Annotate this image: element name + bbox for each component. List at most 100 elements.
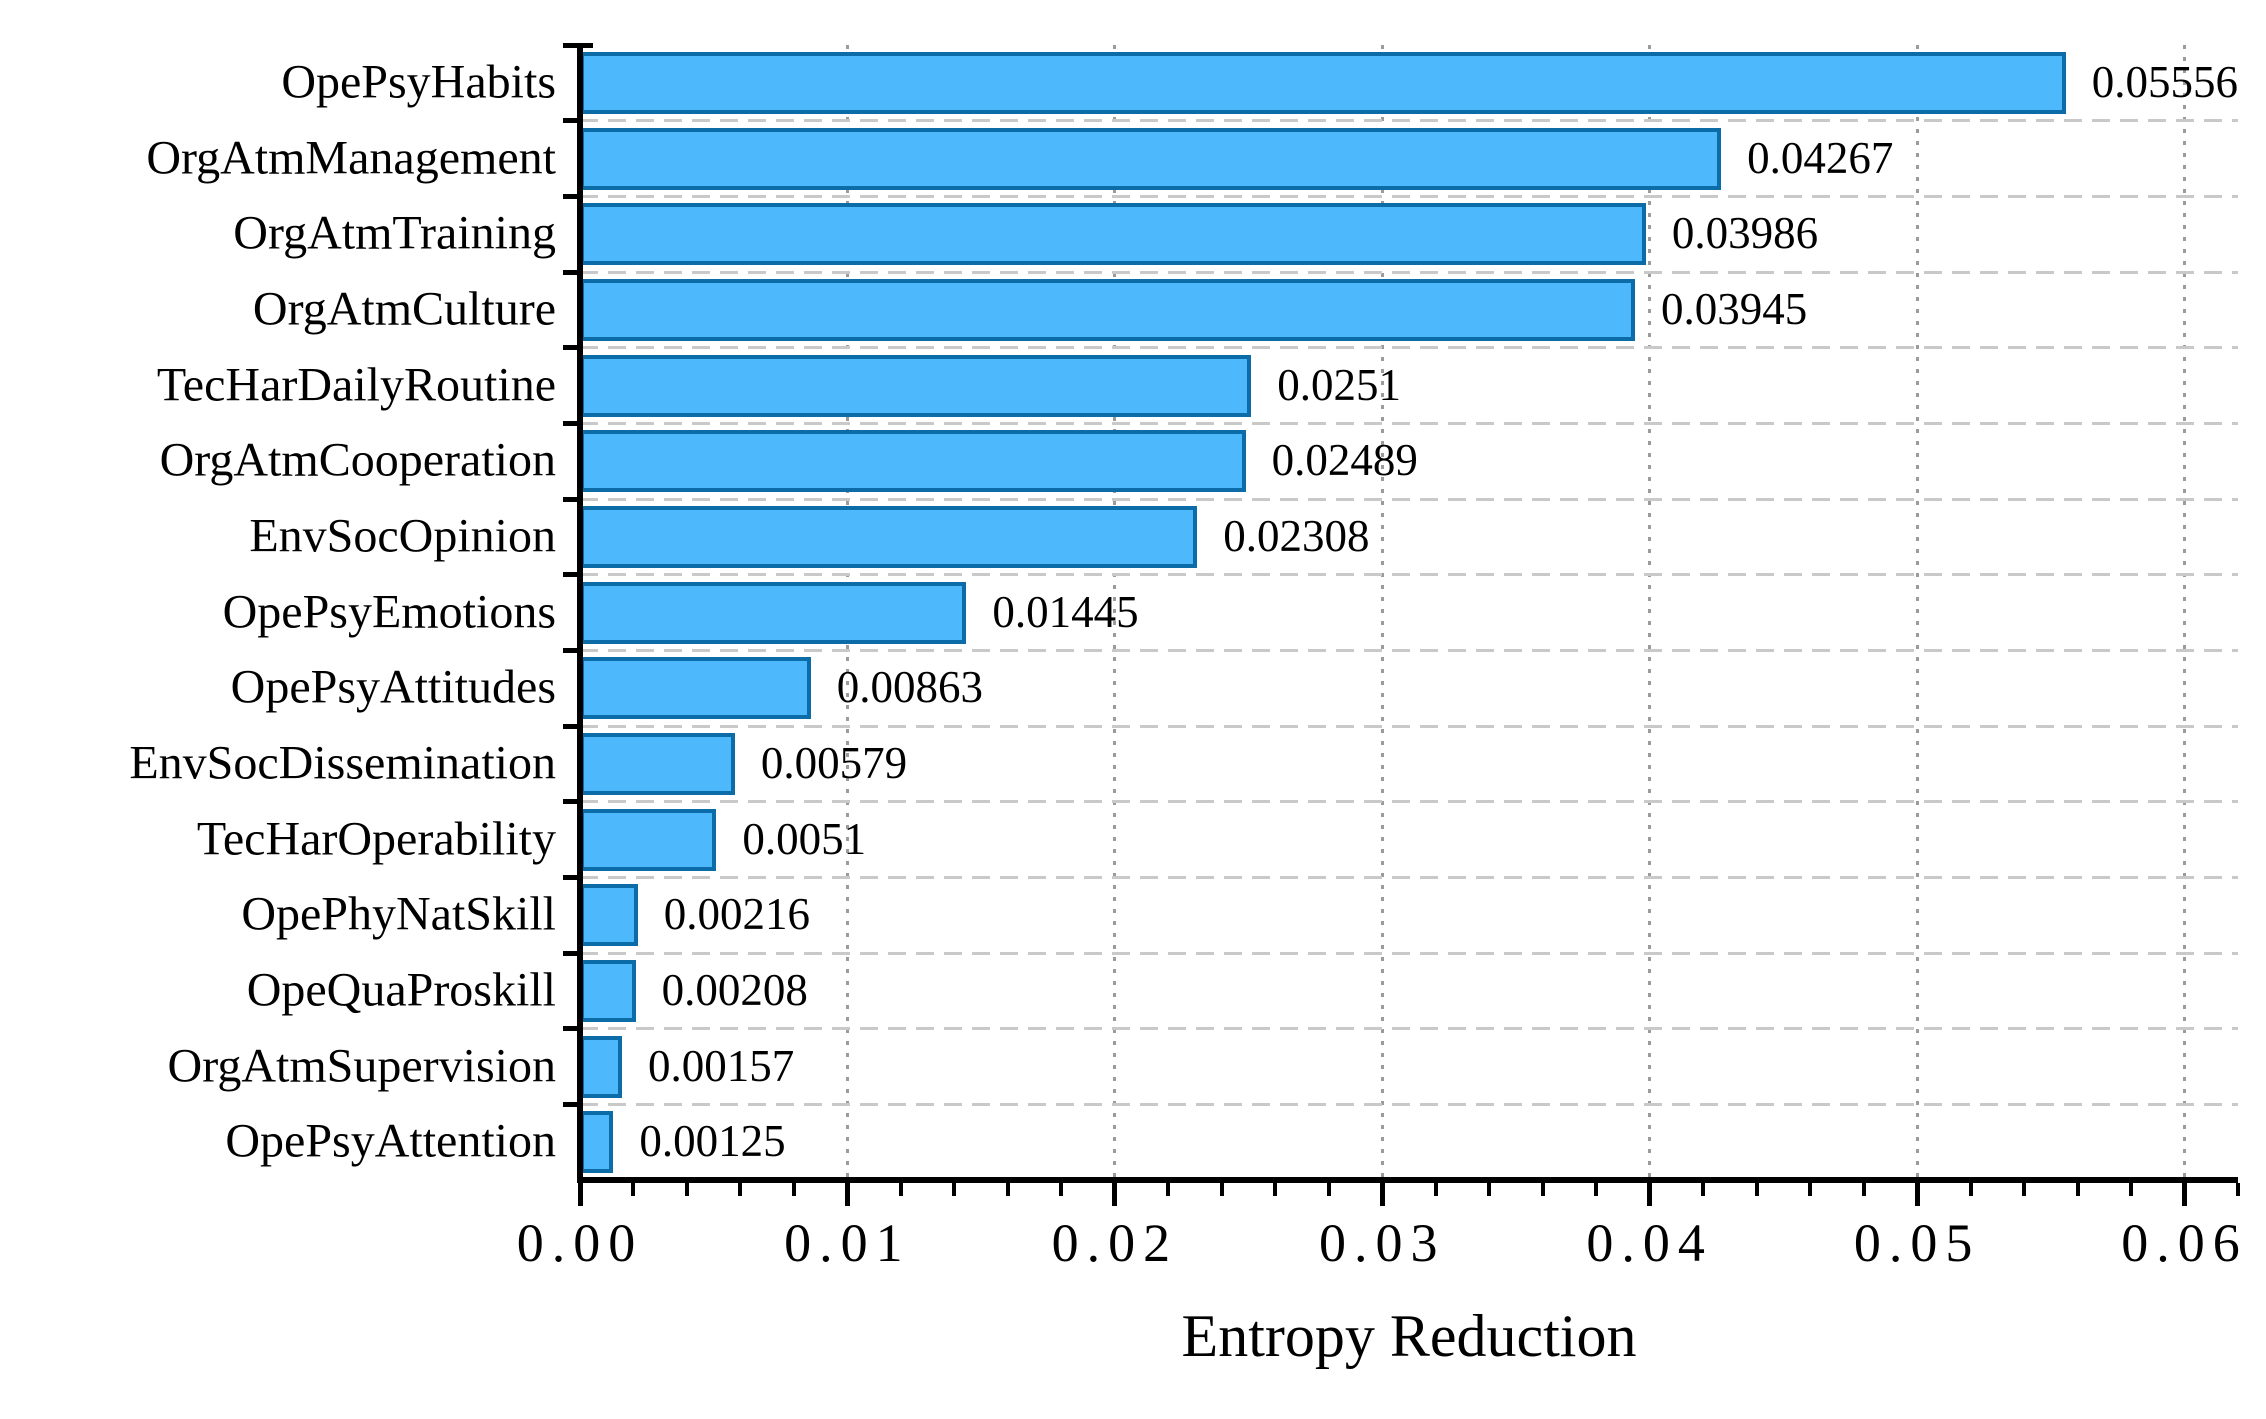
y-axis-tick [563,572,580,578]
y-axis-tick [563,420,580,426]
bar-value-label: 0.04267 [1747,132,1894,183]
x-minor-tick [1273,1183,1278,1196]
x-tick-label: 0.01 [784,1213,911,1273]
category-label: EnvSocDissemination [129,736,556,790]
x-minor-tick [1059,1183,1064,1196]
y-axis-tick [563,1026,580,1032]
x-minor-tick [2236,1183,2240,1196]
horizontal-gridline [580,1102,2238,1106]
bar [580,278,1635,341]
bar [580,1035,622,1098]
vertical-gridline [1648,45,1652,1180]
bar [580,732,735,795]
category-label: OpePsyAttention [225,1114,556,1168]
horizontal-gridline [580,648,2238,652]
x-major-tick [844,1183,850,1206]
category-label: EnvSocOpinion [249,509,556,563]
x-minor-tick [2129,1183,2134,1196]
bar [580,657,811,720]
category-label: OrgAtmCulture [252,282,556,336]
x-major-tick [577,1183,583,1206]
bar-value-label: 0.01445 [992,586,1139,637]
y-axis-tick [563,950,580,956]
y-axis-tick [563,874,580,880]
x-major-tick [1112,1183,1118,1206]
bar [580,430,1246,493]
bar [580,203,1646,266]
category-label: OpePsyAttitudes [230,660,556,714]
x-minor-tick [898,1183,903,1196]
bar [580,354,1252,417]
x-minor-tick [1701,1183,1706,1196]
x-minor-tick [791,1183,796,1196]
y-axis-line [577,43,583,1183]
x-minor-tick [1005,1183,1010,1196]
bar-value-label: 0.0051 [742,813,867,864]
bar-value-label: 0.00216 [663,889,810,940]
x-minor-tick [684,1183,689,1196]
x-major-tick [1647,1183,1653,1206]
x-axis-line [577,1177,2238,1183]
bar [580,127,1722,190]
vertical-gridline [2183,45,2187,1180]
x-minor-tick [1808,1183,1813,1196]
horizontal-gridline [580,875,2238,879]
bar-value-label: 0.02489 [1271,435,1418,486]
y-axis-tick [563,269,580,275]
horizontal-gridline [580,194,2238,198]
horizontal-gridline [580,800,2238,804]
x-minor-tick [1968,1183,1973,1196]
horizontal-gridline [580,1027,2238,1031]
bar [580,808,717,871]
bar-value-label: 0.00208 [661,964,808,1015]
bar-value-label: 0.03945 [1660,283,1808,334]
vertical-gridline [1380,45,1384,1180]
bar-value-label: 0.00157 [647,1040,795,1091]
horizontal-gridline [580,346,2238,350]
y-axis-tick [563,1101,580,1107]
x-minor-tick [1219,1183,1224,1196]
x-major-tick [2182,1183,2188,1206]
x-minor-tick [952,1183,957,1196]
bar [580,581,967,644]
x-tick-label: 0.00 [516,1213,644,1273]
horizontal-gridline [580,951,2238,955]
x-tick-label: 0.05 [1853,1213,1981,1273]
plot-area: 0.05556 0.04267 0.03986 0.03945 0.0251 0.0248… [580,45,2238,1180]
y-axis-tick [563,345,580,351]
category-label: OrgAtmCooperation [159,433,556,487]
y-axis-tick [563,799,580,805]
x-tick-label: 0.04 [1586,1213,1713,1273]
category-label: OrgAtmTraining [233,206,556,260]
x-minor-tick [631,1183,636,1196]
horizontal-gridline [580,573,2238,577]
bar [580,51,2066,114]
vertical-gridline [1915,45,1919,1180]
x-minor-tick [1594,1183,1599,1196]
bar [580,505,1198,568]
x-minor-tick [1326,1183,1331,1196]
category-label: OpePsyHabits [281,55,556,109]
bar-value-label: 0.05556 [2091,56,2239,107]
x-minor-tick [1166,1183,1171,1196]
bar-value-label: 0.00863 [836,662,984,713]
y-axis-tick [563,723,580,729]
horizontal-gridline [580,724,2238,728]
category-label: OrgAtmManagement [146,130,556,184]
x-tick-label: 0.03 [1319,1213,1446,1273]
y-axis-tick [563,42,593,48]
category-label: OrgAtmSupervision [167,1038,556,1092]
bar [580,959,636,1022]
x-tick-label: 0.02 [1051,1213,1179,1273]
horizontal-gridline [580,421,2238,425]
x-minor-tick [1540,1183,1545,1196]
bar-value-label: 0.03986 [1671,208,1819,259]
category-label: TecHarOperability [196,811,556,865]
x-tick-label: 0.06 [2121,1213,2248,1273]
x-minor-tick [738,1183,743,1196]
bar-value-label: 0.00125 [639,1116,786,1167]
x-minor-tick [2022,1183,2027,1196]
bar-value-label: 0.0251 [1277,359,1401,410]
category-label: TecHarDailyRoutine [156,357,556,411]
x-minor-tick [1754,1183,1759,1196]
